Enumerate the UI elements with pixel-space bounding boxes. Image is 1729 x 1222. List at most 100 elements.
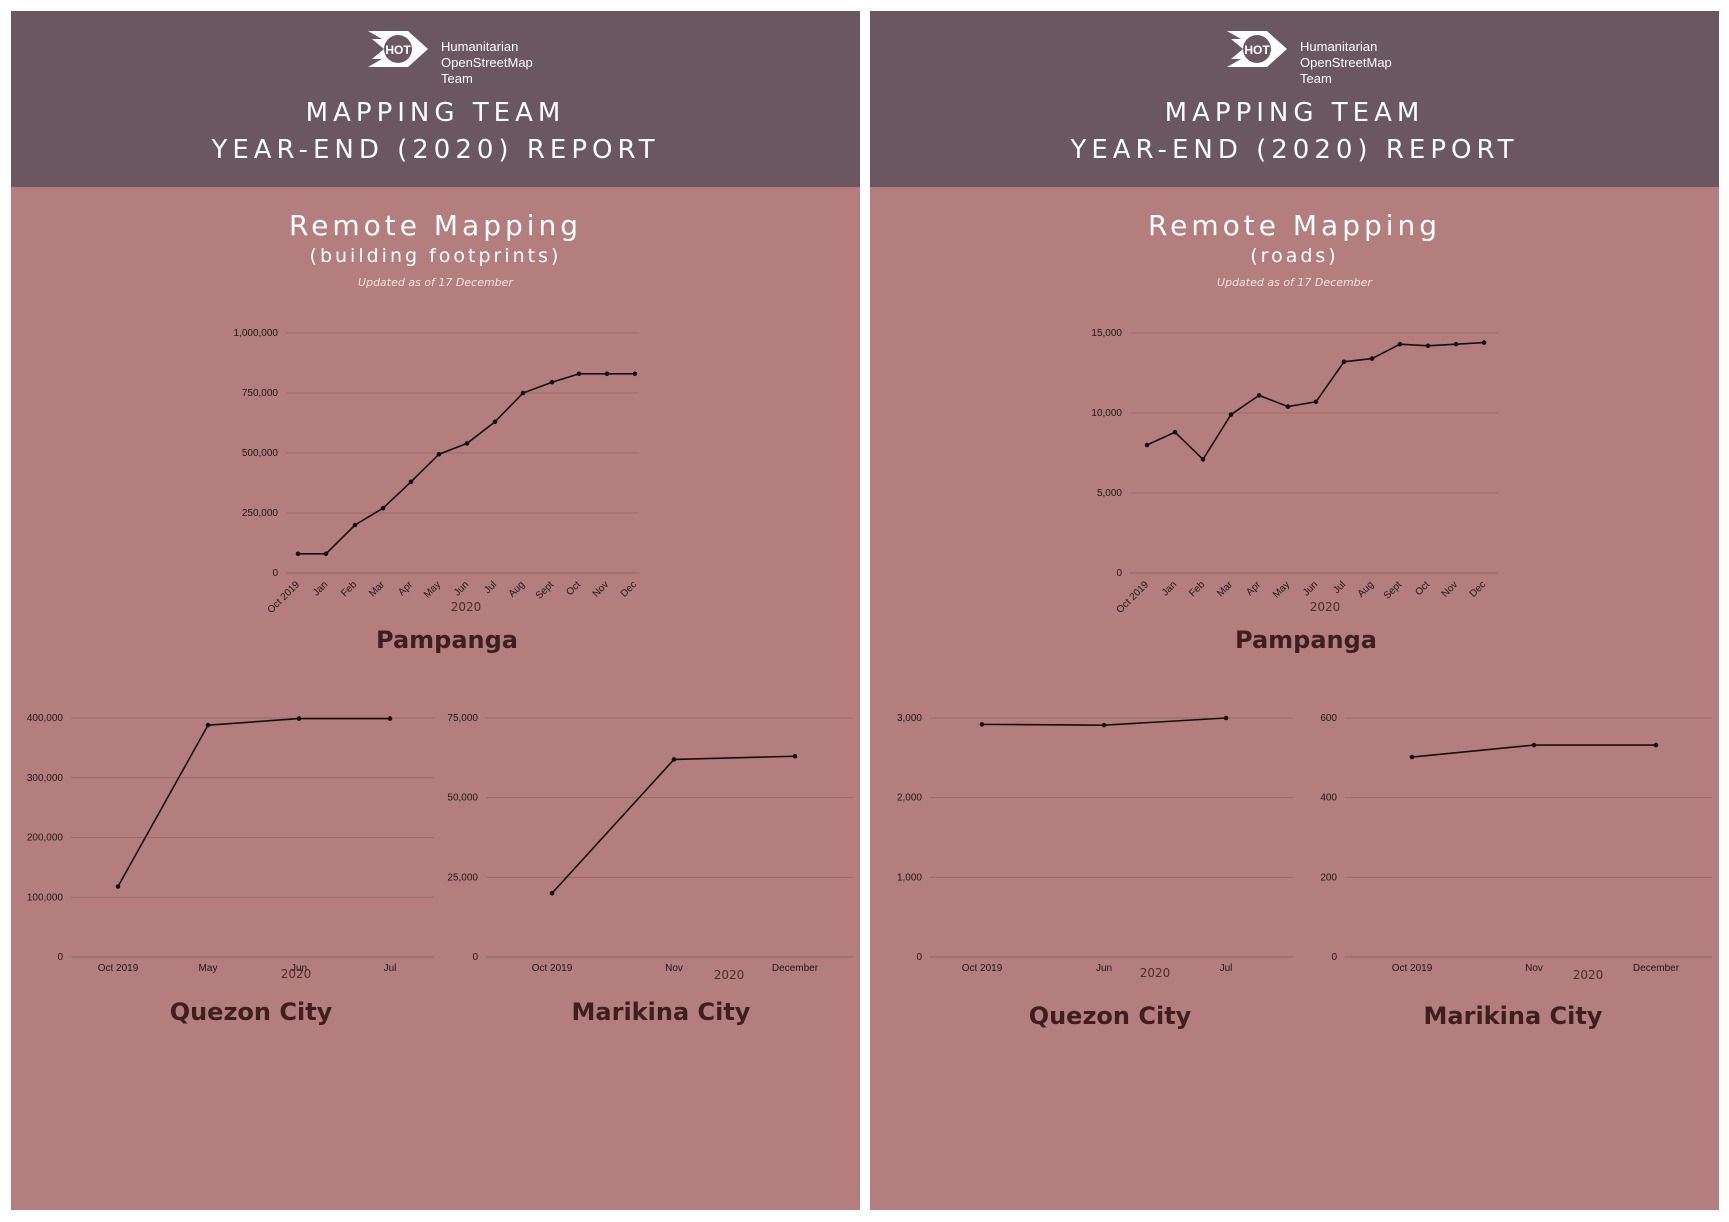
data-point xyxy=(205,722,211,728)
x-tick-label: Oct 2019 xyxy=(962,963,1003,974)
charts-canvas-right: 0 5,000 10,000 15,000 Oct 2019 Jan Feb Mar Apr Ma… xyxy=(897,328,1712,982)
y-tick-label: 2,000 xyxy=(897,793,922,804)
x-tick-label: Oct 2019 xyxy=(98,963,139,974)
section-title: Remote Mapping xyxy=(288,209,583,242)
logo-text: Humanitarian OpenStreetMap Team xyxy=(1300,39,1392,86)
series-line xyxy=(298,372,635,555)
data-point xyxy=(380,505,386,511)
report-title: MAPPING TEAM YEAR-END (2020) REPORT xyxy=(211,98,660,165)
x-tick-label: Nov xyxy=(1525,963,1543,974)
x-tick-label: December xyxy=(772,963,819,974)
logo-badge-text: HOT xyxy=(385,43,411,57)
y-tick-label: 200 xyxy=(1320,872,1337,883)
data-point xyxy=(115,884,121,889)
x-tick-label: May xyxy=(199,963,218,974)
data-point xyxy=(387,716,393,721)
x-tick-label: Jul xyxy=(1331,579,1348,596)
data-point xyxy=(604,371,610,377)
data-point xyxy=(520,390,526,396)
x-tick-label: Oct xyxy=(564,579,583,598)
x-tick-label: Oct 2019 xyxy=(1392,963,1433,974)
y-tick-label: 50,000 xyxy=(447,793,478,804)
logo-badge-text: HOT xyxy=(1244,43,1270,57)
y-tick-label: 0 xyxy=(472,952,478,963)
y-tick-label: 0 xyxy=(57,952,63,963)
data-point xyxy=(671,757,677,762)
hot-logo: HOT Humanitarian OpenStreetMap Team xyxy=(1223,25,1413,86)
chart-title-quezon: Quezon City xyxy=(1028,1002,1192,1030)
y-tick-label: 0 xyxy=(1331,952,1337,963)
y-tick-label: 5,000 xyxy=(1097,488,1122,499)
data-point xyxy=(1200,457,1206,462)
x-tick-label: Aug xyxy=(1356,579,1376,599)
data-point xyxy=(296,716,302,721)
y-tick-label: 750,000 xyxy=(242,388,279,399)
data-point xyxy=(1453,341,1459,347)
series-line xyxy=(117,717,390,887)
x-tick-label: Jun xyxy=(1096,963,1112,974)
updated-note: Updated as of 17 December xyxy=(358,276,513,289)
data-point xyxy=(464,441,470,446)
data-point xyxy=(323,551,329,557)
x-tick-label: Aug xyxy=(507,579,527,599)
chart-title-pampanga: Pampanga xyxy=(376,626,518,654)
data-point xyxy=(1531,742,1537,748)
chart-marikina-roads: 0 200 400 600 Oct 2019 Nov December 2020 xyxy=(1320,713,1712,982)
x-axis-label: 2020 xyxy=(1140,966,1171,980)
section-subtitle: (roads) xyxy=(1250,245,1339,267)
report-title: MAPPING TEAM YEAR-END (2020) REPORT xyxy=(1070,98,1519,165)
y-tick-label: 0 xyxy=(1116,568,1122,579)
x-tick-label: Jul xyxy=(482,579,499,596)
chart-quezon-buildings: 0 100,000 200,000 300,000 400,000 Oct 2019 May… xyxy=(27,713,434,981)
data-point xyxy=(1409,754,1415,760)
x-axis-label: 2020 xyxy=(451,600,482,614)
section-title: Remote Mapping xyxy=(1147,209,1442,242)
x-tick-label: Jun xyxy=(452,579,471,598)
y-tick-label: 400 xyxy=(1320,793,1337,804)
chart-quezon-roads: 0 1,000 2,000 3,000 Oct 2019 Jun Jul 2020 xyxy=(897,713,1293,980)
chart-title-pampanga: Pampanga xyxy=(1235,626,1377,654)
y-tick-label: 400,000 xyxy=(27,713,64,724)
x-axis-label: 2020 xyxy=(281,967,312,981)
data-point xyxy=(792,753,798,759)
data-point xyxy=(492,419,498,425)
y-tick-label: 300,000 xyxy=(27,773,64,784)
x-tick-label: Nov xyxy=(591,579,611,599)
data-point xyxy=(1653,742,1659,748)
data-point xyxy=(549,890,555,896)
data-point xyxy=(1481,340,1487,345)
data-point xyxy=(1228,412,1234,417)
data-point xyxy=(576,371,582,377)
x-tick-label: Oct xyxy=(1413,579,1432,598)
x-tick-label: Feb xyxy=(1187,579,1207,599)
section-subtitle: (building footprints) xyxy=(309,245,562,267)
data-point xyxy=(1101,722,1107,728)
report-panel-buildings: HOT Humanitarian OpenStreetMap Team MAPP… xyxy=(11,11,860,1210)
series-line xyxy=(551,755,796,894)
data-point xyxy=(436,451,442,457)
chart-pampanga-roads: 0 5,000 10,000 15,000 Oct 2019 Jan Feb Mar Apr Ma… xyxy=(1091,328,1498,616)
y-tick-label: 1,000 xyxy=(897,872,922,883)
hot-logo: HOT Humanitarian OpenStreetMap Team xyxy=(364,25,554,86)
data-point xyxy=(295,551,301,557)
x-tick-label: Sept xyxy=(1382,579,1404,601)
report-header: HOT Humanitarian OpenStreetMap Team MAPP… xyxy=(11,11,860,187)
y-tick-label: 1,000,000 xyxy=(234,328,279,339)
data-point xyxy=(979,722,985,727)
x-tick-label: December xyxy=(1633,963,1680,974)
chart-pampanga-buildings: 0 250,000 500,000 750,000 1,000,000 Oct 2019 J… xyxy=(234,328,640,616)
data-point xyxy=(1397,341,1403,347)
y-tick-label: 600 xyxy=(1320,713,1337,724)
data-point xyxy=(1256,393,1262,398)
data-point xyxy=(1341,359,1347,365)
x-tick-label: Oct 2019 xyxy=(266,579,303,616)
data-point xyxy=(1223,715,1229,721)
report-header: HOT Humanitarian OpenStreetMap Team MAPP… xyxy=(870,11,1719,187)
logo-text: Humanitarian OpenStreetMap Team xyxy=(441,39,533,86)
data-point xyxy=(1144,442,1150,448)
x-tick-label: Feb xyxy=(339,579,359,599)
y-tick-label: 3,000 xyxy=(897,713,922,724)
x-tick-label: Mar xyxy=(367,579,387,599)
data-point xyxy=(408,479,414,485)
y-tick-label: 200,000 xyxy=(27,833,64,844)
